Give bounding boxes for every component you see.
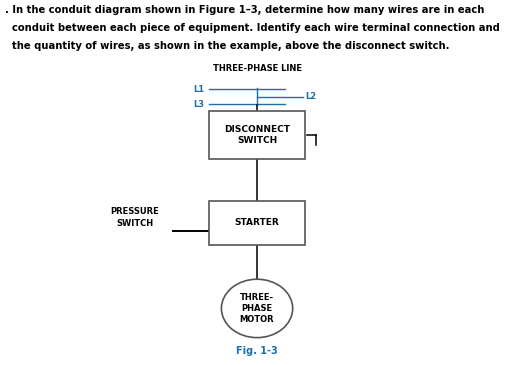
Text: the quantity of wires, as shown in the example, above the disconnect switch.: the quantity of wires, as shown in the e… xyxy=(5,41,449,50)
Text: L1: L1 xyxy=(193,85,205,94)
Bar xyxy=(209,201,305,245)
Bar xyxy=(209,111,305,159)
Text: PRESSURE
SWITCH: PRESSURE SWITCH xyxy=(110,207,159,227)
Text: STARTER: STARTER xyxy=(235,218,279,227)
Text: THREE-PHASE LINE: THREE-PHASE LINE xyxy=(213,64,301,73)
Ellipse shape xyxy=(221,279,293,338)
Text: conduit between each piece of equipment. Identify each wire terminal connection : conduit between each piece of equipment.… xyxy=(5,23,500,33)
Text: L3: L3 xyxy=(193,100,205,108)
Text: DISCONNECT
SWITCH: DISCONNECT SWITCH xyxy=(224,125,290,145)
Text: L2: L2 xyxy=(305,92,317,101)
Text: THREE-
PHASE
MOTOR: THREE- PHASE MOTOR xyxy=(240,293,274,324)
Text: Fig. 1-3: Fig. 1-3 xyxy=(236,346,278,356)
Text: . In the conduit diagram shown in Figure 1–3, determine how many wires are in ea: . In the conduit diagram shown in Figure… xyxy=(5,5,485,15)
